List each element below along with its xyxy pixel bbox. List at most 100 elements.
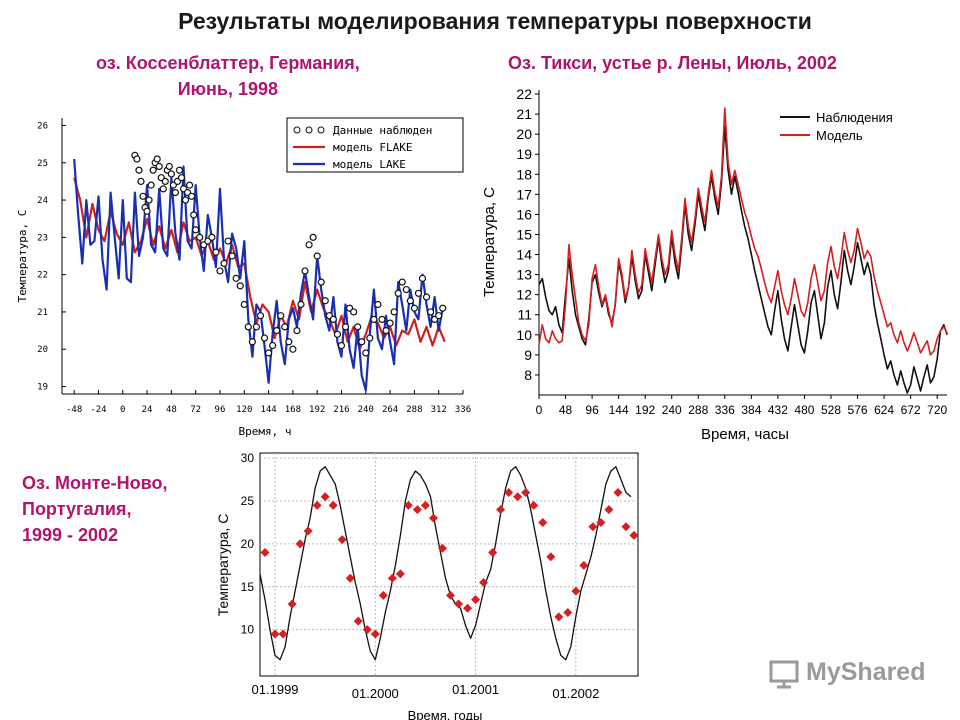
- data-point: [171, 188, 180, 197]
- data-point: [370, 629, 380, 639]
- data-point: [192, 226, 200, 234]
- data-point: [228, 252, 236, 260]
- data-point: [488, 547, 498, 557]
- data-point: [454, 599, 464, 609]
- page-title: Результаты моделирования температуры пов…: [178, 8, 812, 34]
- x-tick-label: 0: [536, 403, 543, 417]
- y-tick-label: 8: [524, 367, 532, 383]
- x-tick-label: 336: [715, 403, 735, 417]
- series-line: [538, 107, 948, 356]
- data-point: [437, 543, 447, 553]
- data-point: [394, 289, 402, 297]
- data-point: [426, 308, 435, 316]
- x-axis-label: Время, часы: [701, 426, 789, 443]
- y-tick-label: 24: [37, 196, 48, 206]
- data-point: [309, 233, 317, 241]
- x-tick-label: 192: [309, 405, 325, 415]
- y-tick-label: 25: [37, 159, 48, 169]
- data-point: [354, 323, 362, 331]
- data-point: [366, 334, 374, 342]
- y-tick-label: 19: [37, 383, 48, 393]
- legend-label: модель LAKE: [333, 158, 406, 171]
- data-point: [285, 338, 293, 346]
- data-point: [260, 547, 270, 557]
- data-point: [278, 629, 288, 639]
- caption-kossenblatter: оз. Коссенблаттер, Германия, Июнь, 1998: [96, 50, 360, 102]
- y-tick-label: 12: [516, 287, 532, 303]
- data-point: [161, 177, 169, 186]
- x-tick-label: 144: [609, 403, 629, 417]
- data-point: [321, 297, 329, 305]
- data-point: [337, 535, 347, 545]
- caption-line: Оз. Тикси, устье р. Лены, Июль, 2002: [508, 53, 837, 73]
- series-line: [259, 466, 632, 661]
- data-point: [312, 500, 322, 510]
- legend-label: Данные наблюден: [333, 124, 432, 137]
- data-point: [281, 323, 289, 331]
- x-tick-label: 288: [688, 403, 708, 417]
- data-point: [350, 308, 358, 316]
- data-point: [167, 170, 175, 178]
- data-point: [149, 166, 157, 174]
- data-point: [422, 293, 431, 301]
- data-point: [159, 185, 167, 193]
- x-tick-label: 240: [662, 403, 682, 417]
- x-tick-label: 312: [431, 405, 447, 415]
- legend-label: Модель: [816, 128, 863, 143]
- y-tick-label: 10: [516, 327, 532, 343]
- data-point: [428, 513, 438, 523]
- legend-marker: [293, 126, 301, 134]
- series-line: [538, 125, 948, 394]
- x-tick-label: 168: [285, 405, 301, 415]
- data-point: [333, 330, 342, 338]
- x-tick-label: 48: [166, 405, 177, 415]
- data-point: [177, 174, 186, 182]
- x-tick-label: 72: [190, 405, 201, 415]
- data-point: [538, 517, 548, 527]
- data-point: [301, 267, 309, 275]
- data-point: [328, 500, 338, 510]
- data-point: [395, 569, 405, 579]
- y-tick-label: 19: [516, 146, 532, 162]
- data-point: [305, 241, 313, 249]
- data-point: [295, 539, 305, 549]
- data-point: [420, 500, 430, 510]
- presentation-icon: [769, 660, 799, 689]
- data-point: [185, 181, 194, 189]
- data-point: [248, 338, 256, 346]
- data-point: [181, 196, 190, 204]
- data-point: [297, 300, 305, 309]
- y-tick-label: 25: [241, 494, 255, 508]
- data-point: [313, 252, 321, 260]
- data-point: [390, 308, 398, 316]
- data-point: [139, 192, 147, 200]
- x-tick-label: 720: [927, 403, 947, 417]
- data-point: [208, 233, 216, 241]
- data-point: [374, 300, 382, 309]
- x-tick-label: 528: [821, 403, 841, 417]
- data-point: [165, 162, 173, 171]
- chart-monte-novo: 10 15 20 25 30 01.1999 01.2000 01.2001 01.2002 Вр…: [215, 451, 639, 720]
- data-point: [613, 487, 623, 497]
- data-point: [256, 312, 265, 320]
- data-point: [403, 500, 413, 510]
- data-point: [353, 616, 363, 626]
- x-tick-label: 01.2000: [352, 686, 399, 701]
- data-point: [406, 297, 414, 305]
- data-point: [145, 196, 153, 204]
- data-point: [358, 338, 366, 346]
- data-point: [529, 500, 539, 510]
- y-tick-label: 22: [37, 271, 48, 281]
- y-axis-label: Температура, С: [16, 210, 29, 303]
- x-tick-label: 48: [559, 403, 573, 417]
- data-point: [418, 274, 427, 282]
- chart-kossenblatter: 19 20 21 22 23 24 25 26 -48 -24 0 24 48 72 96 120 144 168…: [16, 117, 471, 438]
- chart-tiksi: 8 9 10 11 12 13 14 15 16 17 18 19 20 21 22 0 48 96 144 192 2…: [481, 86, 948, 443]
- data-point: [463, 603, 473, 613]
- data-point: [345, 573, 355, 583]
- data-point: [147, 181, 155, 189]
- data-point: [596, 517, 606, 527]
- data-point: [236, 282, 244, 290]
- legend-marker: [317, 126, 325, 134]
- x-tick-label: 384: [741, 403, 761, 417]
